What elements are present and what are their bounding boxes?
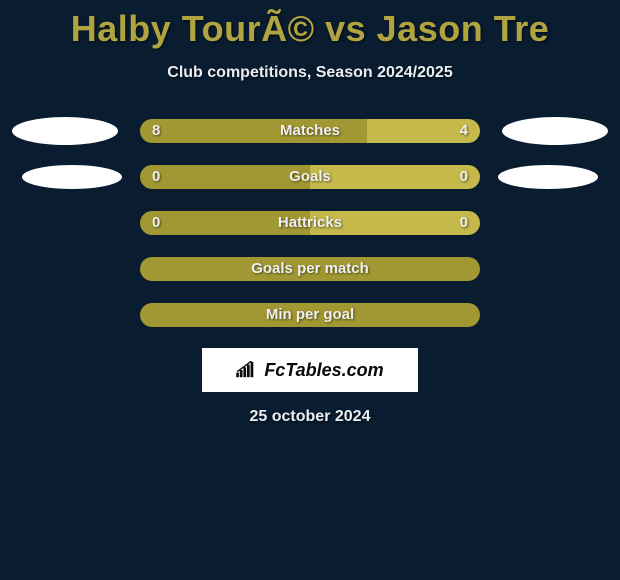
stat-value-b: 4 [460,119,468,143]
page-subtitle: Club competitions, Season 2024/2025 [0,64,620,82]
stat-row-min-per-goal: Min per goal [0,302,620,328]
stat-value-a: 0 [152,211,160,235]
stat-bar-a [140,211,310,235]
brand-box: FcTables.com [202,348,418,392]
stat-bar-b [310,165,480,189]
stat-row-goals-per-match: Goals per match [0,256,620,282]
stat-pill: Min per goal [140,303,480,327]
stat-label: Min per goal [266,306,354,323]
stat-label: Goals per match [251,260,369,277]
page-date: 25 october 2024 [0,408,620,426]
page-title: Halby TourÃ© vs Jason Tre [0,0,620,50]
stat-row-hattricks: Hattricks00 [0,210,620,236]
player-b-ellipse [502,117,608,145]
stat-value-b: 0 [460,211,468,235]
player-a-ellipse [22,165,122,189]
brand-text: FcTables.com [264,360,383,381]
stat-bar-a [140,165,310,189]
stat-row-goals: Goals00 [0,164,620,190]
stat-bar: Hattricks00 [140,211,480,235]
bar-chart-icon [236,361,258,379]
stat-rows: Matches84Goals00Hattricks00Goals per mat… [0,118,620,328]
stat-bar: Goals00 [140,165,480,189]
stat-bar-b [310,211,480,235]
stat-pill: Goals per match [140,257,480,281]
stat-bar-a [140,119,367,143]
stat-value-a: 0 [152,165,160,189]
player-a-ellipse [12,117,118,145]
stat-bar: Matches84 [140,119,480,143]
stat-row-matches: Matches84 [0,118,620,144]
stat-value-a: 8 [152,119,160,143]
stat-value-b: 0 [460,165,468,189]
player-b-ellipse [498,165,598,189]
